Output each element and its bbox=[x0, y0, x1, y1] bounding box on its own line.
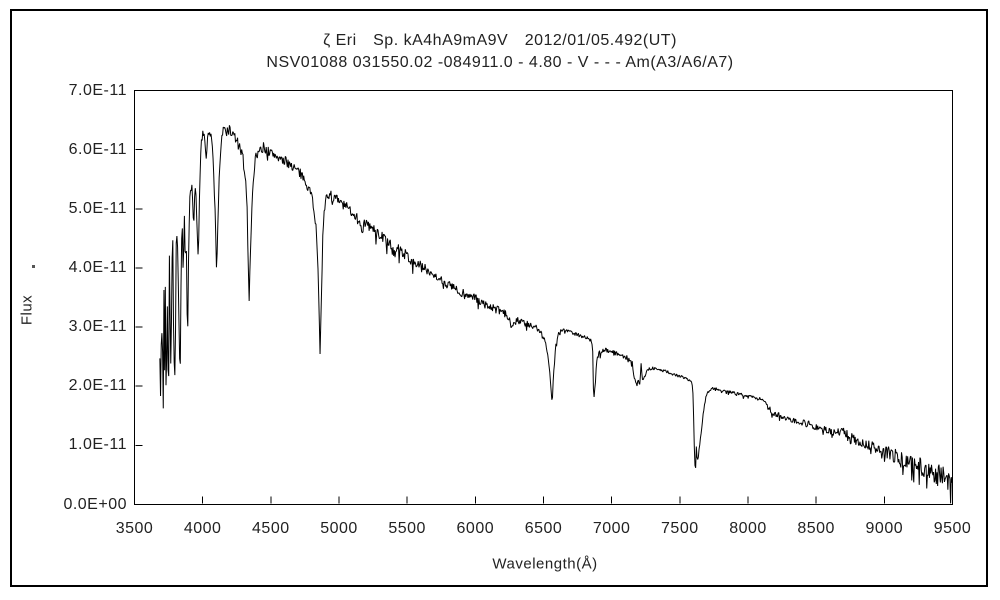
x-tick-label: 7000 bbox=[592, 520, 631, 537]
y-tick-label: 0.0E+00 bbox=[63, 495, 127, 513]
spectrum-line bbox=[159, 125, 953, 504]
y-tick-label: 3.0E-11 bbox=[68, 318, 127, 336]
y-tick-label: 4.0E-11 bbox=[68, 258, 127, 276]
x-tick-label: 9500 bbox=[933, 520, 972, 537]
x-tick-label: 8500 bbox=[797, 520, 835, 537]
x-tick-label: 7500 bbox=[661, 520, 699, 537]
outer-border bbox=[10, 9, 988, 587]
x-tick-label: 4000 bbox=[183, 520, 222, 537]
x-axis-title: Wavelength(Å) bbox=[492, 555, 598, 573]
x-tick-label: 5500 bbox=[388, 520, 426, 537]
plot-frame bbox=[134, 90, 953, 505]
x-tick-label: 6000 bbox=[456, 520, 495, 537]
y-tick-label: 7.0E-11 bbox=[68, 81, 127, 99]
x-tick-label: 8000 bbox=[729, 520, 767, 537]
y-tick-label: 6.0E-11 bbox=[68, 140, 127, 158]
x-tick-label: 4500 bbox=[252, 520, 290, 537]
chart-title-line2: NSV01088 031550.02 -084911.0 - 4.80 - V … bbox=[266, 54, 734, 71]
x-tick-label: 9000 bbox=[865, 520, 904, 537]
x-tick-label: 3500 bbox=[115, 520, 154, 537]
y-tick-label: 2.0E-11 bbox=[68, 377, 127, 395]
stray-dot-mark bbox=[32, 265, 35, 268]
y-tick-label: 5.0E-11 bbox=[68, 199, 127, 217]
chart-title-line1: ζ Eri Sp. kA4hA9mA9V 2012/01/05.492(UT) bbox=[323, 32, 677, 49]
x-tick-label: 5000 bbox=[320, 520, 358, 537]
y-tick-label: 1.0E-11 bbox=[68, 436, 127, 454]
x-tick-label: 6500 bbox=[524, 520, 563, 537]
